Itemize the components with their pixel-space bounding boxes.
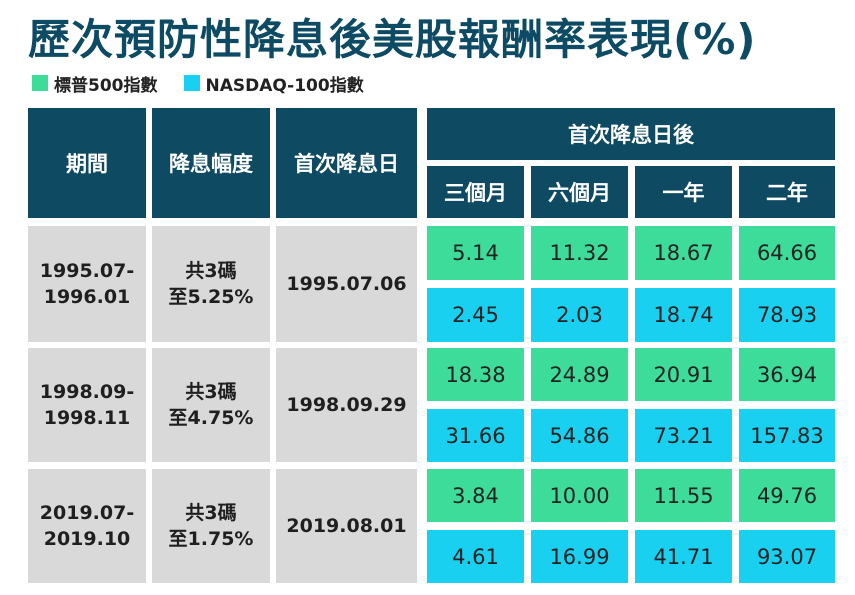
header-cut-size: 降息幅度 [152,108,270,218]
header-2y: 二年 [739,166,835,218]
row1-cut: 共3碼 至5.25% [152,226,270,342]
row2-sp500-6m: 24.89 [531,348,628,401]
row2-period: 1998.09- 1998.11 [28,348,146,462]
row1-nasdaq-6m: 2.03 [531,288,628,342]
row3-sp500-1y: 11.55 [635,469,732,522]
legend-swatch-sp500 [32,75,48,91]
row3-period: 2019.07- 2019.10 [28,469,146,583]
row3-nasdaq-3m: 4.61 [427,530,524,583]
row3-sp500-2y: 49.76 [739,469,835,522]
row3-cut: 共3碼 至1.75% [152,469,270,583]
row2-cut-count: 共3碼 [185,381,237,403]
row1-nasdaq-3m: 2.45 [427,288,524,342]
row2-nasdaq-6m: 54.86 [531,409,628,462]
row1-cut-count: 共3碼 [185,260,237,282]
legend: 標普500指數 NASDAQ-100指數 [32,71,390,96]
row2-period-start: 1998.09- [39,381,135,403]
row3-period-end: 2019.10 [43,528,131,550]
row3-sp500-6m: 10.00 [531,469,628,522]
row1-nasdaq-2y: 78.93 [739,288,835,342]
header-first-cut-date: 首次降息日 [276,108,417,218]
row3-date: 2019.08.01 [276,469,417,583]
row3-nasdaq-2y: 93.07 [739,530,835,583]
row2-sp500-3m: 18.38 [427,348,524,401]
header-3m: 三個月 [427,166,524,218]
row2-nasdaq-1y: 73.21 [635,409,732,462]
page-title: 歷次預防性降息後美股報酬率表現(%) [28,15,757,64]
row1-period-end: 1996.01 [43,286,131,308]
row3-sp500-3m: 3.84 [427,469,524,522]
legend-item-nasdaq: NASDAQ-100指數 [183,71,364,96]
row3-cut-rate: 至1.75% [168,528,254,550]
row1-sp500-1y: 18.67 [635,226,732,280]
row1-period-start: 1995.07- [39,260,135,282]
row3-period-start: 2019.07- [39,502,135,524]
row1-sp500-2y: 64.66 [739,226,835,280]
row2-cut-rate: 至4.75% [168,407,254,429]
legend-label-sp500: 標普500指數 [54,75,158,96]
header-1y: 一年 [635,166,732,218]
row2-nasdaq-2y: 157.83 [739,409,835,462]
row2-sp500-1y: 20.91 [635,348,732,401]
row3-nasdaq-6m: 16.99 [531,530,628,583]
legend-item-sp500: 標普500指數 [32,71,158,96]
row3-nasdaq-1y: 41.71 [635,530,732,583]
row2-cut: 共3碼 至4.75% [152,348,270,462]
row1-sp500-6m: 11.32 [531,226,628,280]
row2-date: 1998.09.29 [276,348,417,462]
row1-nasdaq-1y: 18.74 [635,288,732,342]
header-6m: 六個月 [531,166,628,218]
header-period: 期間 [28,108,146,218]
row2-nasdaq-3m: 31.66 [427,409,524,462]
row1-sp500-3m: 5.14 [427,226,524,280]
row2-sp500-2y: 36.94 [739,348,835,401]
row1-cut-rate: 至5.25% [168,286,254,308]
row3-cut-count: 共3碼 [185,502,237,524]
row1-period: 1995.07- 1996.01 [28,226,146,342]
header-after-group: 首次降息日後 [427,108,835,160]
legend-swatch-nasdaq [183,75,200,91]
row1-date: 1995.07.06 [276,226,417,342]
row2-period-end: 1998.11 [43,407,131,429]
legend-label-nasdaq: NASDAQ-100指數 [205,75,364,96]
